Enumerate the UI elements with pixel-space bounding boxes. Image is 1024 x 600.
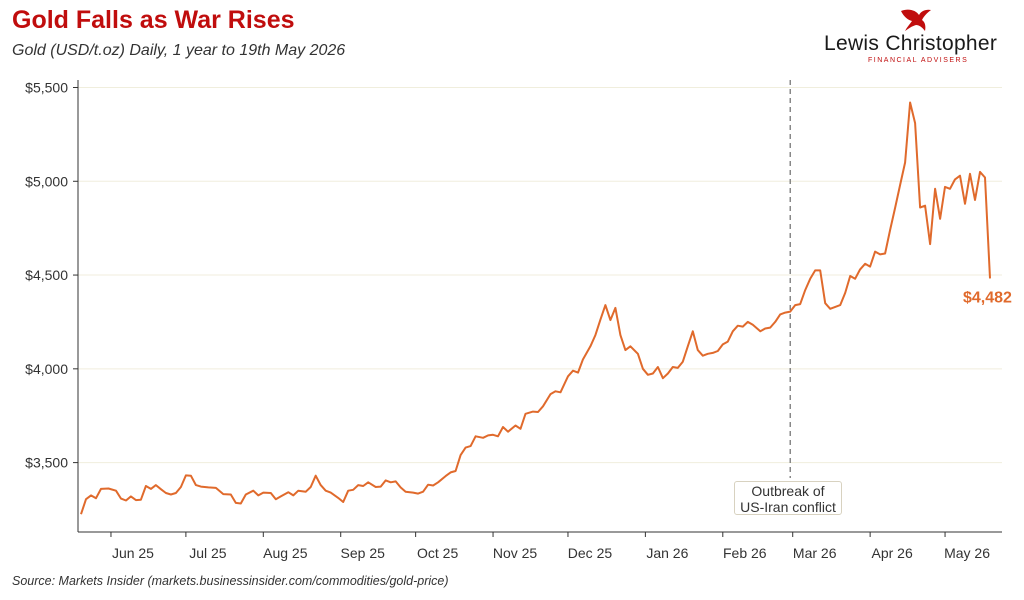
x-tick-label: Nov 25 bbox=[493, 545, 538, 561]
y-tick-label: $3,500 bbox=[25, 455, 68, 471]
y-tick-label: $4,500 bbox=[25, 267, 68, 283]
x-tick-label: Sep 25 bbox=[341, 545, 386, 561]
x-tick-label: Apr 26 bbox=[872, 545, 913, 561]
logo-name: Lewis Christopher bbox=[824, 32, 998, 55]
y-tick-label: $5,000 bbox=[25, 173, 68, 189]
annotation-text-line2: US-Iran conflict bbox=[740, 499, 836, 515]
x-tick-label: Mar 26 bbox=[793, 545, 837, 561]
gold-price-chart: $3,500 $4,000 $4,500 $5,000 $5,500 Jun 25 Jul… bbox=[25, 80, 1012, 561]
chart-subtitle: Gold (USD/t.oz) Daily, 1 year to 19th Ma… bbox=[12, 42, 346, 59]
page-title: Gold Falls as War Rises bbox=[12, 6, 295, 34]
grid-lines bbox=[78, 87, 1002, 464]
x-axis-ticks: Jun 25 Jul 25 Aug 25 Sep 25 Oct 25 Nov 25 Dec … bbox=[110, 532, 990, 561]
y-tick-label: $4,000 bbox=[25, 361, 68, 377]
gold-price-series-line bbox=[80, 101, 991, 515]
logo-tagline: FINANCIAL ADVISERS bbox=[868, 57, 969, 64]
x-tick-label: May 26 bbox=[944, 545, 990, 561]
source-note: Source: Markets Insider (markets.busines… bbox=[12, 574, 449, 588]
x-tick-label: Jul 25 bbox=[189, 545, 227, 561]
x-tick-label: Dec 25 bbox=[568, 545, 613, 561]
x-tick-label: Feb 26 bbox=[723, 545, 767, 561]
company-logo: Lewis Christopher FINANCIAL ADVISERS bbox=[820, 8, 1010, 68]
y-axis-ticks: $3,500 $4,000 $4,500 $5,000 $5,500 bbox=[25, 80, 78, 471]
y-tick-label: $5,500 bbox=[25, 80, 68, 96]
axes bbox=[77, 80, 1002, 533]
annotation-box: Outbreak of US-Iran conflict bbox=[734, 481, 842, 515]
winged-lion-icon bbox=[901, 9, 931, 31]
x-tick-label: Jan 26 bbox=[646, 545, 688, 561]
end-value-label: $4,482 bbox=[963, 289, 1012, 306]
annotation-text-line1: Outbreak of bbox=[751, 483, 825, 499]
x-tick-label: Oct 25 bbox=[417, 545, 458, 561]
x-tick-label: Aug 25 bbox=[263, 545, 308, 561]
x-tick-label: Jun 25 bbox=[112, 545, 154, 561]
